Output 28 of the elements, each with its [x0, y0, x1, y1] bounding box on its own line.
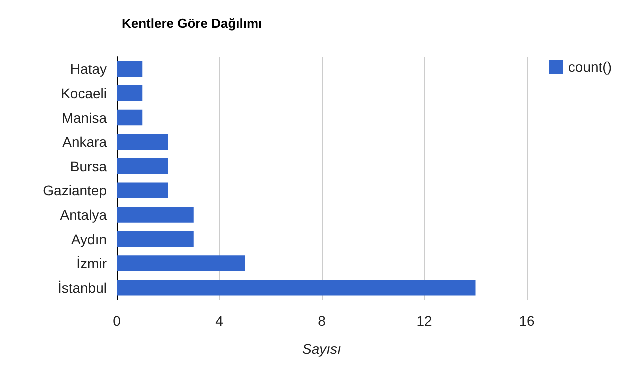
x-tick-label: 0	[113, 313, 122, 329]
bar	[117, 280, 476, 296]
y-tick-label: Manisa	[62, 110, 108, 126]
bar	[117, 182, 168, 199]
bar	[117, 158, 168, 174]
y-tick-label: İzmir	[76, 256, 108, 272]
y-tick-label: Bursa	[70, 158, 108, 174]
y-tick-label: Antalya	[60, 206, 108, 223]
x-axis-title: Sayısı	[302, 341, 342, 357]
y-tick-label: İstanbul	[58, 280, 107, 296]
bar	[117, 256, 246, 272]
bar	[117, 207, 194, 223]
bar	[117, 231, 194, 248]
legend-label: count()	[568, 59, 612, 75]
x-tick-label: 12	[416, 313, 432, 329]
x-tick-label: 8	[318, 313, 326, 329]
bar	[117, 134, 168, 150]
bar	[117, 61, 143, 78]
x-tick-label: 4	[216, 313, 224, 329]
bar	[117, 110, 143, 126]
y-tick-label: Aydın	[71, 231, 107, 248]
y-tick-label: Kocaeli	[61, 85, 107, 102]
x-tick-label: 16	[519, 313, 535, 329]
chart-title: Kentlere Göre Dağılımı	[122, 16, 262, 31]
bar	[117, 86, 143, 102]
y-tick-label: Hatay	[70, 61, 107, 78]
y-tick-label: Gaziantep	[43, 182, 108, 199]
y-tick-label: Ankara	[62, 134, 108, 150]
